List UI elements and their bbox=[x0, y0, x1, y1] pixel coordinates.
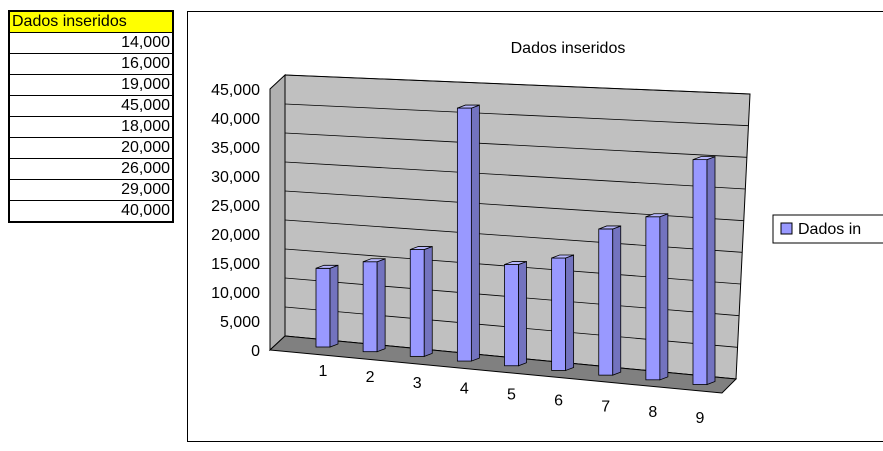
x-tick-label: 4 bbox=[460, 381, 469, 398]
bar-top bbox=[457, 104, 480, 109]
bar-side bbox=[706, 156, 716, 386]
table-cell[interactable]: 45,000 bbox=[10, 96, 172, 117]
bar-top bbox=[551, 254, 574, 259]
y-tick-label: 10,000 bbox=[211, 285, 260, 302]
bar-top bbox=[362, 258, 386, 263]
chart-area[interactable]: 0 5,000 10,000 15,000 20,000 25,000 30,000 35,0… bbox=[187, 11, 883, 442]
x-tick-label: 2 bbox=[366, 369, 375, 386]
bar-side bbox=[565, 254, 575, 372]
bar bbox=[315, 264, 339, 348]
bar-side bbox=[376, 258, 386, 353]
chart-title: Dados inseridos bbox=[511, 40, 626, 57]
y-tick-label: 5,000 bbox=[220, 314, 260, 331]
bar-front bbox=[409, 249, 425, 357]
y-tick-label: 20,000 bbox=[211, 227, 260, 244]
x-tick-label: 6 bbox=[554, 392, 563, 409]
legend-swatch bbox=[780, 222, 793, 235]
bar-top bbox=[504, 261, 527, 265]
bar bbox=[645, 213, 669, 381]
table-cell[interactable]: 18,000 bbox=[10, 117, 172, 138]
bar-chart: 0 5,000 10,000 15,000 20,000 25,000 30,000 35,0… bbox=[211, 40, 883, 427]
y-tick-label: 45,000 bbox=[211, 82, 260, 99]
bar bbox=[551, 254, 575, 372]
legend-label: Dados in bbox=[798, 221, 861, 238]
bar-front bbox=[315, 267, 331, 348]
x-tick-label: 5 bbox=[507, 387, 516, 404]
table-cell[interactable]: 40,000 bbox=[121, 202, 170, 219]
bar-top bbox=[598, 225, 621, 230]
bar-top bbox=[410, 246, 433, 250]
gridline bbox=[284, 161, 746, 190]
table-cell[interactable]: 20,000 bbox=[10, 138, 172, 159]
gridline bbox=[284, 103, 749, 127]
table-cell[interactable]: 26,000 bbox=[10, 159, 172, 180]
bar bbox=[456, 104, 480, 362]
bar-side bbox=[329, 264, 339, 348]
table-cell[interactable]: 29,000 bbox=[10, 180, 172, 201]
table-cell[interactable]: 19,000 bbox=[10, 75, 172, 96]
table-cell[interactable]: 16,000 bbox=[10, 54, 172, 75]
bar bbox=[692, 156, 716, 386]
bar-front bbox=[551, 257, 567, 371]
bar-front bbox=[598, 228, 614, 376]
bar-front bbox=[504, 264, 519, 367]
gridline bbox=[284, 132, 747, 158]
y-tick-label: 35,000 bbox=[211, 140, 260, 157]
bar-front bbox=[692, 159, 708, 385]
bar-side bbox=[659, 213, 669, 381]
y-tick-label: 40,000 bbox=[211, 111, 260, 128]
bars bbox=[315, 104, 716, 386]
bar-side bbox=[612, 225, 622, 376]
chart-floor bbox=[268, 335, 738, 394]
y-axis: 0 5,000 10,000 15,000 20,000 25,000 30,000 35,0… bbox=[211, 82, 260, 360]
bar-side bbox=[423, 245, 433, 357]
bar bbox=[409, 245, 433, 357]
data-table: Dados inseridos 14,000 16,000 19,000 45,… bbox=[8, 10, 174, 223]
bar-top bbox=[315, 264, 339, 269]
bar bbox=[362, 258, 386, 353]
y-tick-label: 0 bbox=[251, 343, 260, 360]
y-tick-label: 30,000 bbox=[211, 169, 260, 186]
x-tick-label: 3 bbox=[413, 375, 422, 392]
x-axis: 1 2 3 4 5 6 7 8 9 bbox=[319, 363, 705, 427]
legend: Dados in bbox=[772, 214, 883, 244]
gridline bbox=[284, 74, 751, 95]
bar-side bbox=[470, 104, 480, 362]
bar-top bbox=[692, 156, 716, 161]
bar bbox=[504, 260, 527, 367]
x-tick-label: 7 bbox=[601, 398, 610, 415]
y-tick-label: 25,000 bbox=[211, 198, 260, 215]
bar-top bbox=[645, 213, 669, 218]
table-header[interactable]: Dados inseridos bbox=[10, 12, 172, 33]
bar-front bbox=[456, 107, 472, 362]
bar-front bbox=[362, 261, 378, 353]
chart-side-wall bbox=[269, 73, 286, 352]
table-cell[interactable]: 14,000 bbox=[10, 33, 172, 54]
bar-front bbox=[645, 216, 661, 381]
x-tick-label: 9 bbox=[696, 410, 705, 427]
bar-side bbox=[518, 260, 527, 367]
x-tick-label: 8 bbox=[648, 404, 657, 421]
y-tick-label: 15,000 bbox=[211, 256, 260, 273]
x-tick-label: 1 bbox=[319, 363, 328, 380]
bar bbox=[598, 225, 622, 376]
